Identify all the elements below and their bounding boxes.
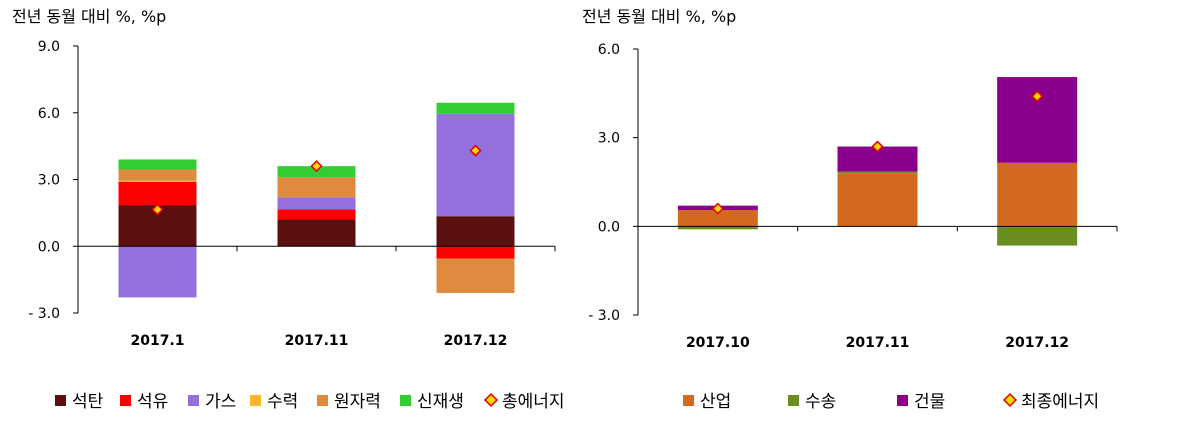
right-legend-swatch: [897, 395, 908, 406]
left-bar-석탄: [436, 216, 515, 247]
left-bar-신재생: [436, 102, 515, 114]
left-category-label: 2017.11: [285, 333, 349, 349]
right-chart-panel: 전년 동월 대비 %, %p 6.0 3.0 0.0 - 3.0 2017.10 2017…: [582, 7, 1118, 412]
left-legend-label: 신재생: [417, 392, 464, 412]
left-legend-label: 총에너지: [502, 392, 565, 412]
right-category-label: 2017.10: [686, 335, 750, 351]
left-legend-swatch: [188, 395, 199, 406]
right-y-tick-label: 0.0: [598, 219, 620, 235]
left-legend-swatch: [250, 395, 261, 406]
right-legend-label: 산업: [700, 392, 731, 412]
left-bar-원자력: [436, 258, 515, 293]
left-bar-석유: [277, 209, 356, 220]
left-y-tick-label: 9.0: [38, 39, 60, 55]
right-chart-unit-label: 전년 동월 대비 %, %p: [582, 7, 736, 26]
right-category-label: 2017.12: [1005, 335, 1069, 351]
right-bar-수송: [997, 226, 1078, 246]
left-chart-unit-label: 전년 동월 대비 %, %p: [12, 7, 166, 26]
left-bar-가스: [436, 113, 515, 217]
left-y-tick-label: 6.0: [38, 106, 60, 122]
left-total-marker: [310, 160, 323, 173]
left-y-tick-label: 0.0: [38, 239, 60, 255]
right-bar-산업: [677, 210, 758, 227]
right-legend-label: 건물: [914, 392, 945, 412]
right-bar-산업: [837, 173, 918, 227]
left-legend-swatch-total: [483, 392, 499, 408]
right-bar-산업: [997, 162, 1078, 227]
left-bar-석유: [118, 181, 197, 206]
left-legend-swatch: [400, 395, 411, 406]
right-legend-swatch-total: [1002, 392, 1018, 408]
right-total-marker: [1031, 90, 1044, 103]
left-bar-석탄: [277, 219, 356, 247]
left-bar-가스: [277, 197, 356, 210]
left-category-label: 2017.1: [130, 333, 184, 349]
left-category-label: 2017.12: [444, 333, 508, 349]
left-bar-가스: [118, 246, 197, 298]
left-legend-label: 석유: [137, 392, 168, 412]
left-bar-원자력: [277, 177, 356, 198]
left-total-marker: [469, 144, 482, 157]
left-y-tick-label: 3.0: [38, 173, 60, 189]
right-category-label: 2017.11: [846, 335, 910, 351]
left-legend-swatch: [55, 395, 66, 406]
left-bar-석유: [436, 246, 515, 259]
left-legend-label: 석탄: [72, 392, 104, 412]
right-bar-수송: [677, 226, 758, 230]
right-legend-swatch: [788, 395, 799, 406]
right-y-tick-label: - 3.0: [588, 308, 620, 324]
left-chart-panel: 전년 동월 대비 %, %p 9.0 6.0 3.0 0.0 - 3.0 2017.1 20…: [12, 7, 565, 412]
right-legend-label: 수송: [805, 392, 836, 412]
left-bar-신재생: [118, 159, 197, 170]
right-legend-swatch: [683, 395, 694, 406]
right-y-tick-label: 3.0: [598, 131, 620, 147]
right-bar-수송: [837, 171, 918, 174]
left-legend-label: 가스: [205, 392, 236, 412]
right-legend-label: 최종에너지: [1021, 392, 1099, 412]
left-total-marker: [151, 203, 164, 216]
left-legend-label: 원자력: [334, 392, 381, 412]
right-total-marker: [871, 140, 884, 153]
left-y-tick-label: - 3.0: [28, 306, 60, 322]
left-bar-수력: [118, 180, 197, 182]
right-bar-건물: [997, 77, 1078, 163]
right-total-marker: [711, 202, 724, 215]
left-legend-swatch: [120, 395, 131, 406]
left-legend-label: 수력: [267, 392, 298, 412]
right-y-tick-label: 6.0: [598, 42, 620, 58]
left-legend-swatch: [317, 395, 328, 406]
left-bar-원자력: [118, 169, 197, 181]
